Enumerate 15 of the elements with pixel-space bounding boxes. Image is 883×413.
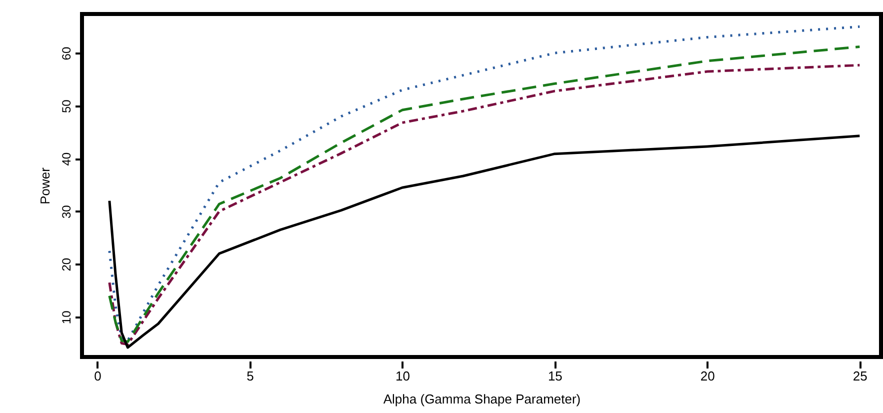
- y-tick-label: 40: [60, 152, 74, 166]
- y-tick-label: 60: [60, 46, 74, 60]
- y-tick-label: 50: [60, 99, 74, 113]
- x-tick-label: 5: [246, 368, 254, 384]
- x-tick-label: 20: [700, 368, 715, 384]
- line-series: [108, 134, 861, 349]
- x-tick-label: 0: [94, 368, 102, 384]
- x-tick-label: 10: [395, 368, 410, 384]
- x-tick-label: 15: [548, 368, 562, 384]
- y-axis-title: Power: [38, 166, 52, 204]
- y-tick-label: 10: [60, 310, 74, 324]
- y-tick-label: 20: [60, 258, 74, 272]
- x-tick-label: 25: [852, 368, 868, 384]
- y-tick-label: 30: [60, 204, 74, 219]
- x-axis-title: Alpha (Gamma Shape Parameter): [383, 392, 581, 406]
